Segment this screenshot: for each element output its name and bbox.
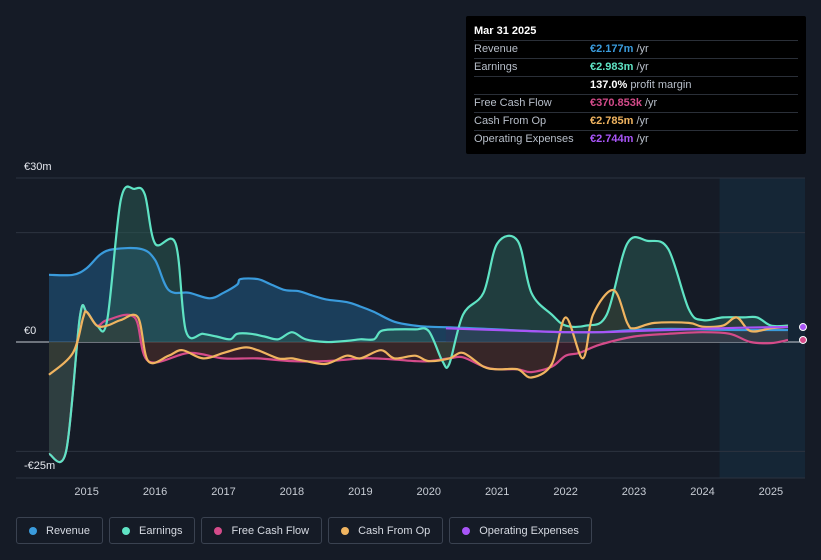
tooltip-row-unit: /yr: [636, 115, 649, 127]
legend-item-free-cash-flow[interactable]: Free Cash Flow: [201, 517, 323, 544]
tooltip-row-label: Operating Expenses: [474, 133, 574, 145]
tooltip-row-value: 137.0%: [590, 79, 628, 91]
legend-dot-icon: [341, 526, 350, 535]
tooltip-row-unit: /yr: [636, 43, 649, 55]
y-tick-label-2: -€25m: [24, 460, 55, 472]
x-tick-label-2021: 2021: [485, 486, 509, 498]
tooltip-row-unit: /yr: [636, 133, 649, 145]
marker-operating-expenses: [799, 323, 807, 332]
line-cash-from-op: [48, 288, 789, 379]
line-earnings: [48, 185, 789, 464]
x-tick-label-2020: 2020: [417, 486, 441, 498]
tooltip-row-value: €370.853k: [590, 97, 642, 109]
marker-free-cash-flow: [799, 335, 807, 344]
legend-dot-icon: [122, 526, 131, 535]
area-earnings: [49, 186, 788, 463]
legend-dot-icon: [462, 526, 471, 535]
tooltip-row-value: €2.744m: [590, 133, 634, 145]
legend-item-operating-expenses[interactable]: Operating Expenses: [449, 517, 592, 544]
legend-item-revenue[interactable]: Revenue: [16, 517, 104, 544]
legend: Revenue Earnings Free Cash Flow Cash From O…: [16, 517, 592, 544]
legend-label: Cash From Op: [358, 524, 431, 537]
legend-dot-icon: [214, 526, 223, 535]
x-tick-label-2017: 2017: [211, 486, 235, 498]
area-free-cash-flow: [49, 305, 788, 463]
legend-item-cash-from-op[interactable]: Cash From Op: [328, 517, 444, 544]
area-cash-from-op: [49, 290, 788, 378]
legend-label: Earnings: [139, 524, 183, 537]
x-tick-label-2024: 2024: [690, 486, 714, 498]
x-tick-label-2023: 2023: [622, 486, 646, 498]
tooltip-row-value: €2.983m: [590, 61, 634, 73]
tooltip-row-label: Free Cash Flow: [474, 97, 552, 109]
tooltip-row: Revenue €2.177m/yr: [474, 40, 798, 58]
tooltip-row-label: [474, 77, 590, 94]
legend-label: Operating Expenses: [479, 524, 579, 537]
x-tick-label-2019: 2019: [348, 486, 372, 498]
tooltip-row: Free Cash Flow €370.853k/yr: [474, 94, 798, 112]
y-tick-label-0: €30m: [24, 161, 52, 173]
tooltip-row-unit: profit margin: [630, 79, 692, 91]
legend-dot-icon: [29, 526, 37, 535]
legend-label: Free Cash Flow: [231, 524, 310, 537]
area-revenue: [49, 248, 788, 342]
tooltip-date: Mar 31 2025: [474, 25, 537, 37]
tooltip-row-label: Revenue: [474, 43, 519, 55]
tooltip-row-label: Earnings: [474, 61, 518, 73]
tooltip-row-label: Cash From Op: [474, 115, 547, 127]
tooltip-row-value: €2.177m: [590, 43, 634, 55]
x-tick-label-2016: 2016: [143, 486, 167, 498]
x-tick-label-2018: 2018: [280, 486, 304, 498]
tooltip-row-value: €2.785m: [590, 115, 634, 127]
x-tick-label-2025: 2025: [759, 486, 783, 498]
tooltip-row: Earnings €2.983m/yr: [474, 58, 798, 76]
x-tick-label-2015: 2015: [74, 486, 98, 498]
legend-item-earnings[interactable]: Earnings: [109, 517, 196, 544]
tooltip-row-unit: /yr: [636, 61, 649, 73]
y-tick-label-1: €0: [24, 325, 36, 337]
tooltip-row: 137.0% profit margin: [474, 76, 798, 94]
tooltip-row: Operating Expenses €2.744m/yr: [474, 130, 798, 148]
tooltip-row: Cash From Op €2.785m/yr: [474, 112, 798, 130]
tooltip-panel: Mar 31 2025 Revenue €2.177m/yr Earnings €2.…: [466, 16, 806, 154]
legend-label: Revenue: [46, 524, 91, 537]
line-operating-expenses: [445, 325, 789, 334]
tooltip-row-unit: /yr: [645, 97, 658, 109]
area-operating-expenses: [445, 327, 788, 342]
x-tick-label-2022: 2022: [553, 486, 577, 498]
